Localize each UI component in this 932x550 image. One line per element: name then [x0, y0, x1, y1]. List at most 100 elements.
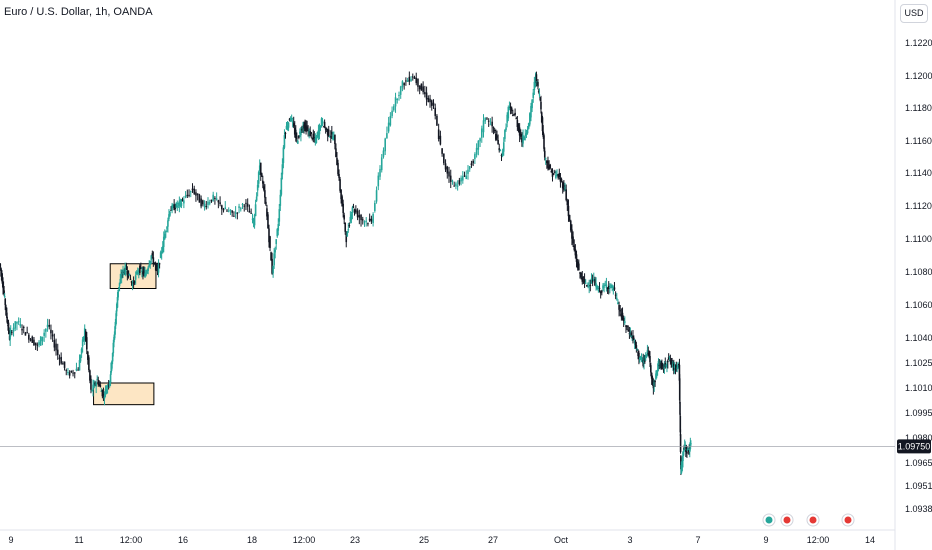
candle-body [542, 131, 545, 138]
candle-body [601, 290, 603, 293]
candle-body [598, 287, 601, 289]
candle-body [165, 231, 167, 233]
candle-body [174, 207, 176, 210]
candle-body [58, 357, 61, 359]
candle-body [79, 356, 82, 362]
candle-body [652, 382, 655, 389]
last-price-label: 1.09750 [898, 441, 931, 451]
candle-body [552, 174, 555, 176]
candle-body [430, 100, 433, 106]
candle-body [548, 166, 550, 170]
candle-body [651, 377, 654, 384]
candle-body [622, 318, 625, 321]
candle-body [147, 267, 149, 272]
candle-body [271, 258, 273, 274]
candle-body [679, 401, 681, 415]
candle-body [451, 180, 454, 182]
candle-body [443, 153, 445, 164]
candle-body [365, 220, 368, 222]
candle-body [474, 154, 476, 160]
candle-body [580, 272, 582, 278]
candle-body [96, 378, 98, 380]
candle-body [141, 270, 143, 272]
candle-body [541, 117, 544, 132]
candle-body [607, 285, 610, 289]
candle-body [559, 178, 562, 182]
candle-body [391, 110, 393, 116]
candle-body [331, 132, 333, 135]
candle-body [14, 321, 17, 329]
candle-body [118, 282, 121, 287]
candle-body [418, 85, 421, 90]
candle-body [370, 218, 373, 222]
time-axis[interactable]: 9 11 12:00 16 18 12:00 23 25 27 Oct 3 7 9 12:00 14 [8, 535, 875, 545]
candle-body [175, 203, 178, 208]
candle-body [609, 286, 611, 289]
candle-body [126, 271, 129, 275]
time-tick: 27 [488, 535, 498, 545]
candle-body [589, 284, 592, 286]
candle-body [374, 202, 376, 211]
candle-body [253, 214, 256, 226]
candle-body [273, 253, 275, 266]
candle-body [277, 224, 280, 231]
time-tick: Oct [554, 535, 569, 545]
candle-body [590, 278, 593, 284]
price-tick: 1.09510 [905, 481, 932, 491]
candle-body [302, 126, 304, 128]
candle-body [398, 94, 400, 96]
candle-body [518, 127, 521, 136]
candle-body [495, 133, 497, 140]
candle-body [239, 208, 242, 210]
time-tick: 14 [865, 535, 875, 545]
candle-body [305, 125, 307, 132]
candle-body [142, 271, 144, 275]
candle-body [301, 128, 303, 131]
candle-body [664, 363, 667, 367]
candle-body [260, 173, 263, 177]
candle-body [660, 362, 662, 369]
candle-body [669, 360, 672, 362]
candle-body [9, 330, 12, 333]
candle-body [444, 163, 447, 170]
candle-body [56, 349, 59, 356]
candle-body [665, 365, 667, 367]
candle-body [166, 227, 168, 229]
candle-body [272, 265, 274, 274]
candle-body [29, 339, 32, 341]
price-axis[interactable]: 1.12200 1.12000 1.11800 1.11600 1.11400 1.112… [905, 38, 932, 514]
candle-body [169, 211, 171, 216]
candle-body [6, 312, 8, 319]
candle-body [456, 185, 459, 187]
candle-body [486, 118, 488, 120]
price-tick: 1.11600 [905, 136, 932, 146]
currency-button[interactable]: USD [900, 4, 928, 23]
chart-title: Euro / U.S. Dollar, 1h, OANDA [4, 6, 153, 18]
candle-body [501, 151, 504, 157]
candle-body [346, 231, 349, 237]
candle-body [248, 211, 251, 213]
candle-body [19, 323, 22, 327]
candle-body [393, 106, 395, 111]
candle-body [296, 135, 298, 140]
candle-body [624, 321, 626, 323]
candle-body [604, 284, 607, 286]
candle-body [104, 389, 107, 392]
candle-body [289, 118, 292, 122]
candle-body [145, 272, 147, 276]
flag-icon [809, 516, 817, 524]
flag-icon [783, 516, 791, 524]
candle-body [168, 214, 170, 219]
time-tick: 23 [350, 535, 360, 545]
candle-body [646, 350, 649, 354]
candle-body [98, 384, 101, 386]
candle-body [311, 138, 314, 140]
candle-body [455, 183, 457, 187]
candle-body [33, 339, 35, 346]
candle-body [679, 434, 682, 452]
candles-layer [0, 71, 692, 476]
candle-body [312, 133, 315, 138]
candle-body [203, 203, 206, 208]
candle-body [303, 124, 305, 129]
